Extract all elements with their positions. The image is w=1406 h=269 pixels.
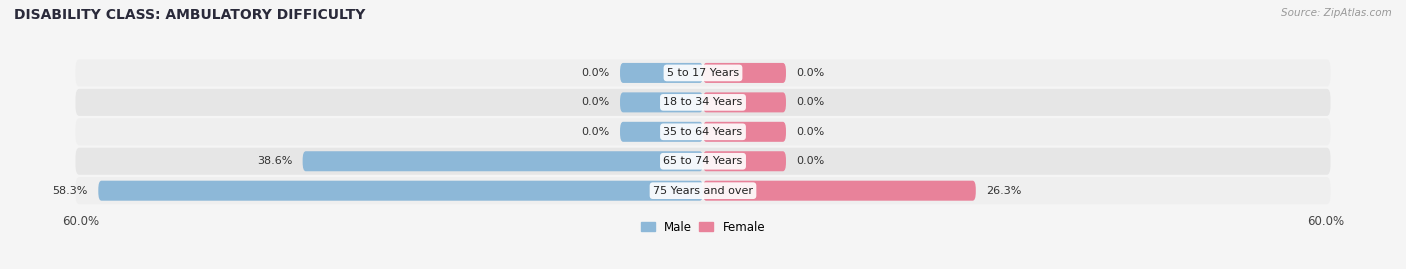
Text: 38.6%: 38.6% xyxy=(257,156,292,166)
FancyBboxPatch shape xyxy=(302,151,703,171)
FancyBboxPatch shape xyxy=(76,148,1330,175)
FancyBboxPatch shape xyxy=(76,59,1330,86)
Text: 0.0%: 0.0% xyxy=(796,68,824,78)
Text: 0.0%: 0.0% xyxy=(582,97,610,107)
FancyBboxPatch shape xyxy=(620,122,703,142)
Text: 18 to 34 Years: 18 to 34 Years xyxy=(664,97,742,107)
Text: 35 to 64 Years: 35 to 64 Years xyxy=(664,127,742,137)
Text: DISABILITY CLASS: AMBULATORY DIFFICULTY: DISABILITY CLASS: AMBULATORY DIFFICULTY xyxy=(14,8,366,22)
FancyBboxPatch shape xyxy=(703,122,786,142)
Text: 5 to 17 Years: 5 to 17 Years xyxy=(666,68,740,78)
Text: 0.0%: 0.0% xyxy=(582,127,610,137)
Text: 0.0%: 0.0% xyxy=(796,127,824,137)
FancyBboxPatch shape xyxy=(620,92,703,112)
FancyBboxPatch shape xyxy=(703,181,976,201)
Text: 26.3%: 26.3% xyxy=(986,186,1022,196)
Text: Source: ZipAtlas.com: Source: ZipAtlas.com xyxy=(1281,8,1392,18)
Text: 65 to 74 Years: 65 to 74 Years xyxy=(664,156,742,166)
FancyBboxPatch shape xyxy=(76,89,1330,116)
FancyBboxPatch shape xyxy=(620,63,703,83)
Text: 0.0%: 0.0% xyxy=(796,97,824,107)
Text: 58.3%: 58.3% xyxy=(52,186,89,196)
FancyBboxPatch shape xyxy=(76,118,1330,145)
FancyBboxPatch shape xyxy=(98,181,703,201)
Text: 0.0%: 0.0% xyxy=(582,68,610,78)
Legend: Male, Female: Male, Female xyxy=(636,216,770,238)
FancyBboxPatch shape xyxy=(76,177,1330,204)
FancyBboxPatch shape xyxy=(703,92,786,112)
FancyBboxPatch shape xyxy=(703,151,786,171)
Text: 75 Years and over: 75 Years and over xyxy=(652,186,754,196)
Text: 0.0%: 0.0% xyxy=(796,156,824,166)
FancyBboxPatch shape xyxy=(703,63,786,83)
